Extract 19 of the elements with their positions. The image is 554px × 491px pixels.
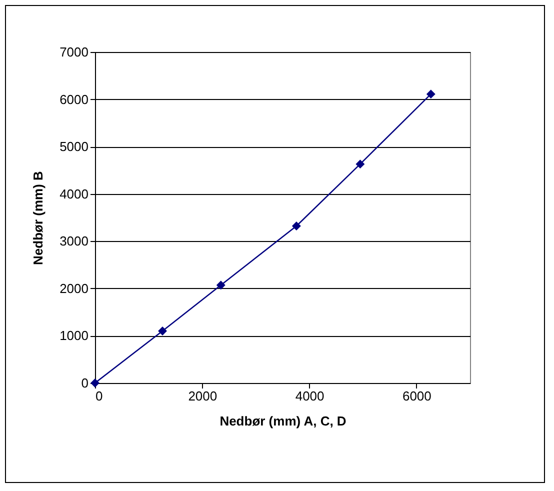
y-tick-label: 2000: [60, 280, 88, 296]
x-tick-label: 0: [96, 388, 103, 404]
point: [158, 326, 167, 336]
y-axis-title: Nedbør (mm) B: [30, 171, 46, 265]
x-tick-label: 2000: [188, 388, 218, 404]
x-tick-label: 4000: [295, 388, 324, 404]
x-axis-title: Nedbør (mm) A, C, D: [220, 414, 346, 428]
y-tick-label: 4000: [60, 186, 88, 202]
x-tick-label: 6000: [402, 388, 432, 404]
y-tick-label: 1000: [60, 328, 88, 344]
y-tick-label: 6000: [60, 92, 88, 107]
y-tick-label: 5000: [60, 139, 88, 154]
y-tick-label: 0: [81, 376, 88, 390]
y-tick-label: 3000: [60, 234, 88, 249]
point: [216, 280, 226, 290]
point: [292, 222, 301, 230]
point: [426, 90, 436, 99]
y-tick-label: 7000: [60, 44, 88, 60]
point: [356, 160, 365, 169]
